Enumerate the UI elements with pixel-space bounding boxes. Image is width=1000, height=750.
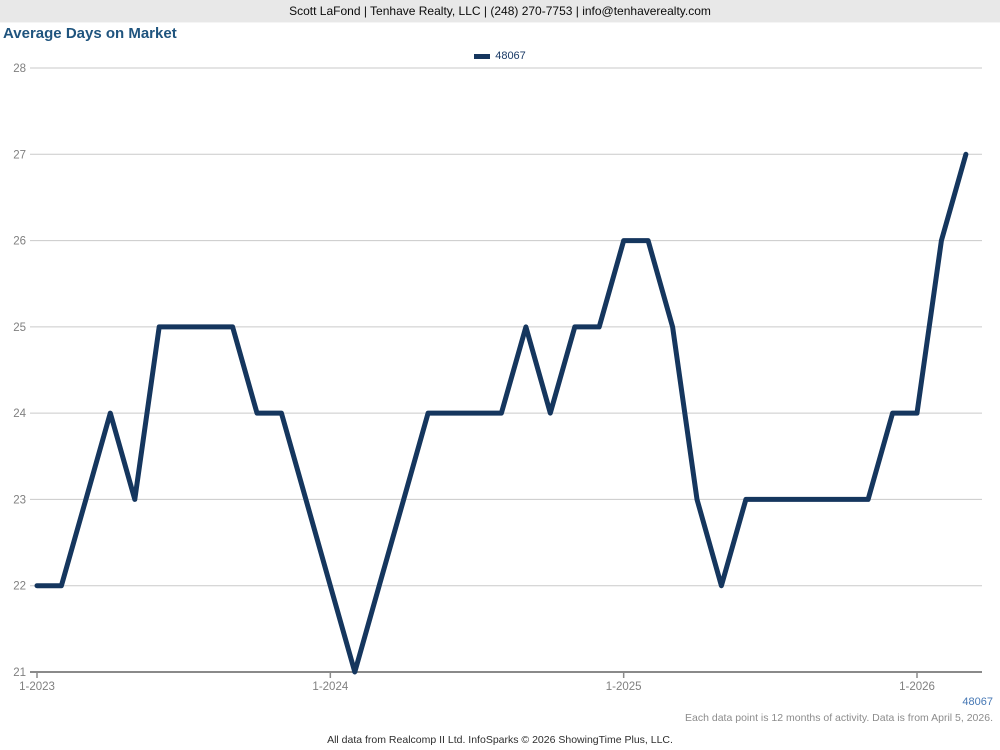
chart-legend[interactable]: 48067	[0, 48, 1000, 64]
y-axis-tick-label: 22	[13, 581, 26, 593]
y-axis-tick-label: 23	[13, 494, 26, 506]
footer-zip-code: 48067	[962, 696, 993, 708]
x-axis-tick-label: 1-2024	[312, 681, 348, 693]
page-title: Average Days on Market	[3, 25, 177, 42]
y-axis-tick-label: 21	[13, 667, 26, 679]
header-contact-bar: Scott LaFond | Tenhave Realty, LLC | (24…	[0, 0, 1000, 23]
y-axis-tick-label: 27	[13, 149, 26, 161]
y-axis-tick-label: 24	[13, 408, 26, 420]
x-axis-tick-label: 1-2026	[899, 681, 935, 693]
footer-data-note: Each data point is 12 months of activity…	[685, 712, 993, 724]
legend-label: 48067	[495, 50, 526, 62]
y-axis-tick-label: 28	[13, 63, 26, 75]
x-axis-tick-label: 1-2023	[19, 681, 55, 693]
footer-attribution: All data from Realcomp II Ltd. InfoSpark…	[327, 734, 673, 746]
x-axis-tick-label: 1-2025	[606, 681, 642, 693]
y-axis-tick-label: 26	[13, 236, 26, 248]
legend-line-swatch	[474, 53, 491, 59]
series-line-48067[interactable]	[34, 151, 969, 675]
y-axis-tick-label: 25	[13, 322, 26, 334]
